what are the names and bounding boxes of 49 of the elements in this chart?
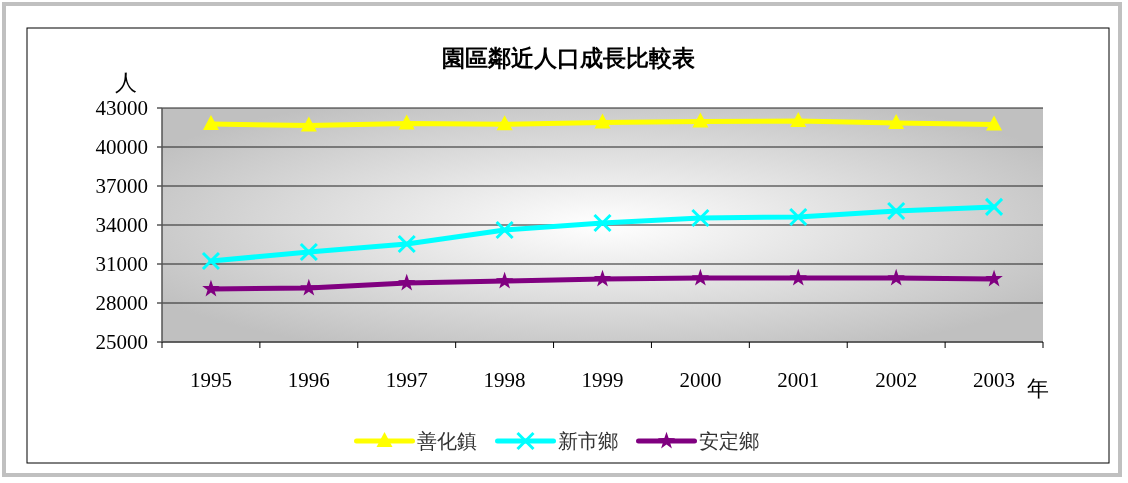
point [986, 115, 1003, 131]
y-tick-label: 25000 [95, 330, 148, 354]
point [887, 268, 905, 286]
y-tick-label: 37000 [95, 174, 148, 198]
legend-label: 安定鄉 [698, 430, 759, 452]
x-tick-label: 1996 [287, 368, 330, 392]
point [397, 234, 417, 254]
x-tick-label: 2002 [875, 368, 918, 392]
point [692, 112, 709, 128]
point [201, 251, 221, 271]
point [495, 220, 515, 240]
point [300, 278, 318, 296]
point [299, 242, 319, 262]
x-tick-label: 1995 [189, 368, 232, 392]
y-axis-title: 人 [115, 70, 137, 95]
y-tick-label: 43000 [95, 96, 148, 120]
chart-title: 園區鄰近人口成長比較表 [441, 46, 695, 71]
point [690, 208, 710, 228]
point [495, 271, 514, 289]
point [593, 213, 612, 233]
point [202, 114, 219, 130]
x-axis-title: 年 [1027, 376, 1049, 401]
x-tick-label: 2003 [973, 368, 1016, 392]
y-tick-label: 40000 [95, 135, 148, 159]
point [300, 116, 317, 132]
point [398, 114, 415, 130]
point [202, 279, 220, 297]
x-tick-label: 2000 [679, 368, 722, 392]
x-tick-label: 1998 [483, 368, 526, 392]
point [790, 112, 807, 127]
legend-label: 善化鎮 [416, 430, 477, 452]
point [985, 269, 1003, 287]
point [886, 201, 906, 221]
y-tick-label: 34000 [95, 213, 148, 237]
x-tick-label: 2001 [777, 368, 820, 392]
point [789, 268, 808, 286]
legend-label: 新市鄉 [557, 430, 618, 452]
point [788, 207, 808, 227]
point [496, 115, 513, 131]
x-tick-label: 1997 [385, 368, 428, 392]
y-tick-label: 28000 [95, 291, 148, 315]
point [397, 273, 416, 291]
x-tick-label: 1999 [581, 368, 624, 392]
point [984, 197, 1004, 217]
point [691, 268, 710, 286]
y-tick-label: 31000 [95, 252, 148, 276]
point [888, 113, 905, 129]
point [593, 269, 612, 287]
point [594, 113, 611, 129]
